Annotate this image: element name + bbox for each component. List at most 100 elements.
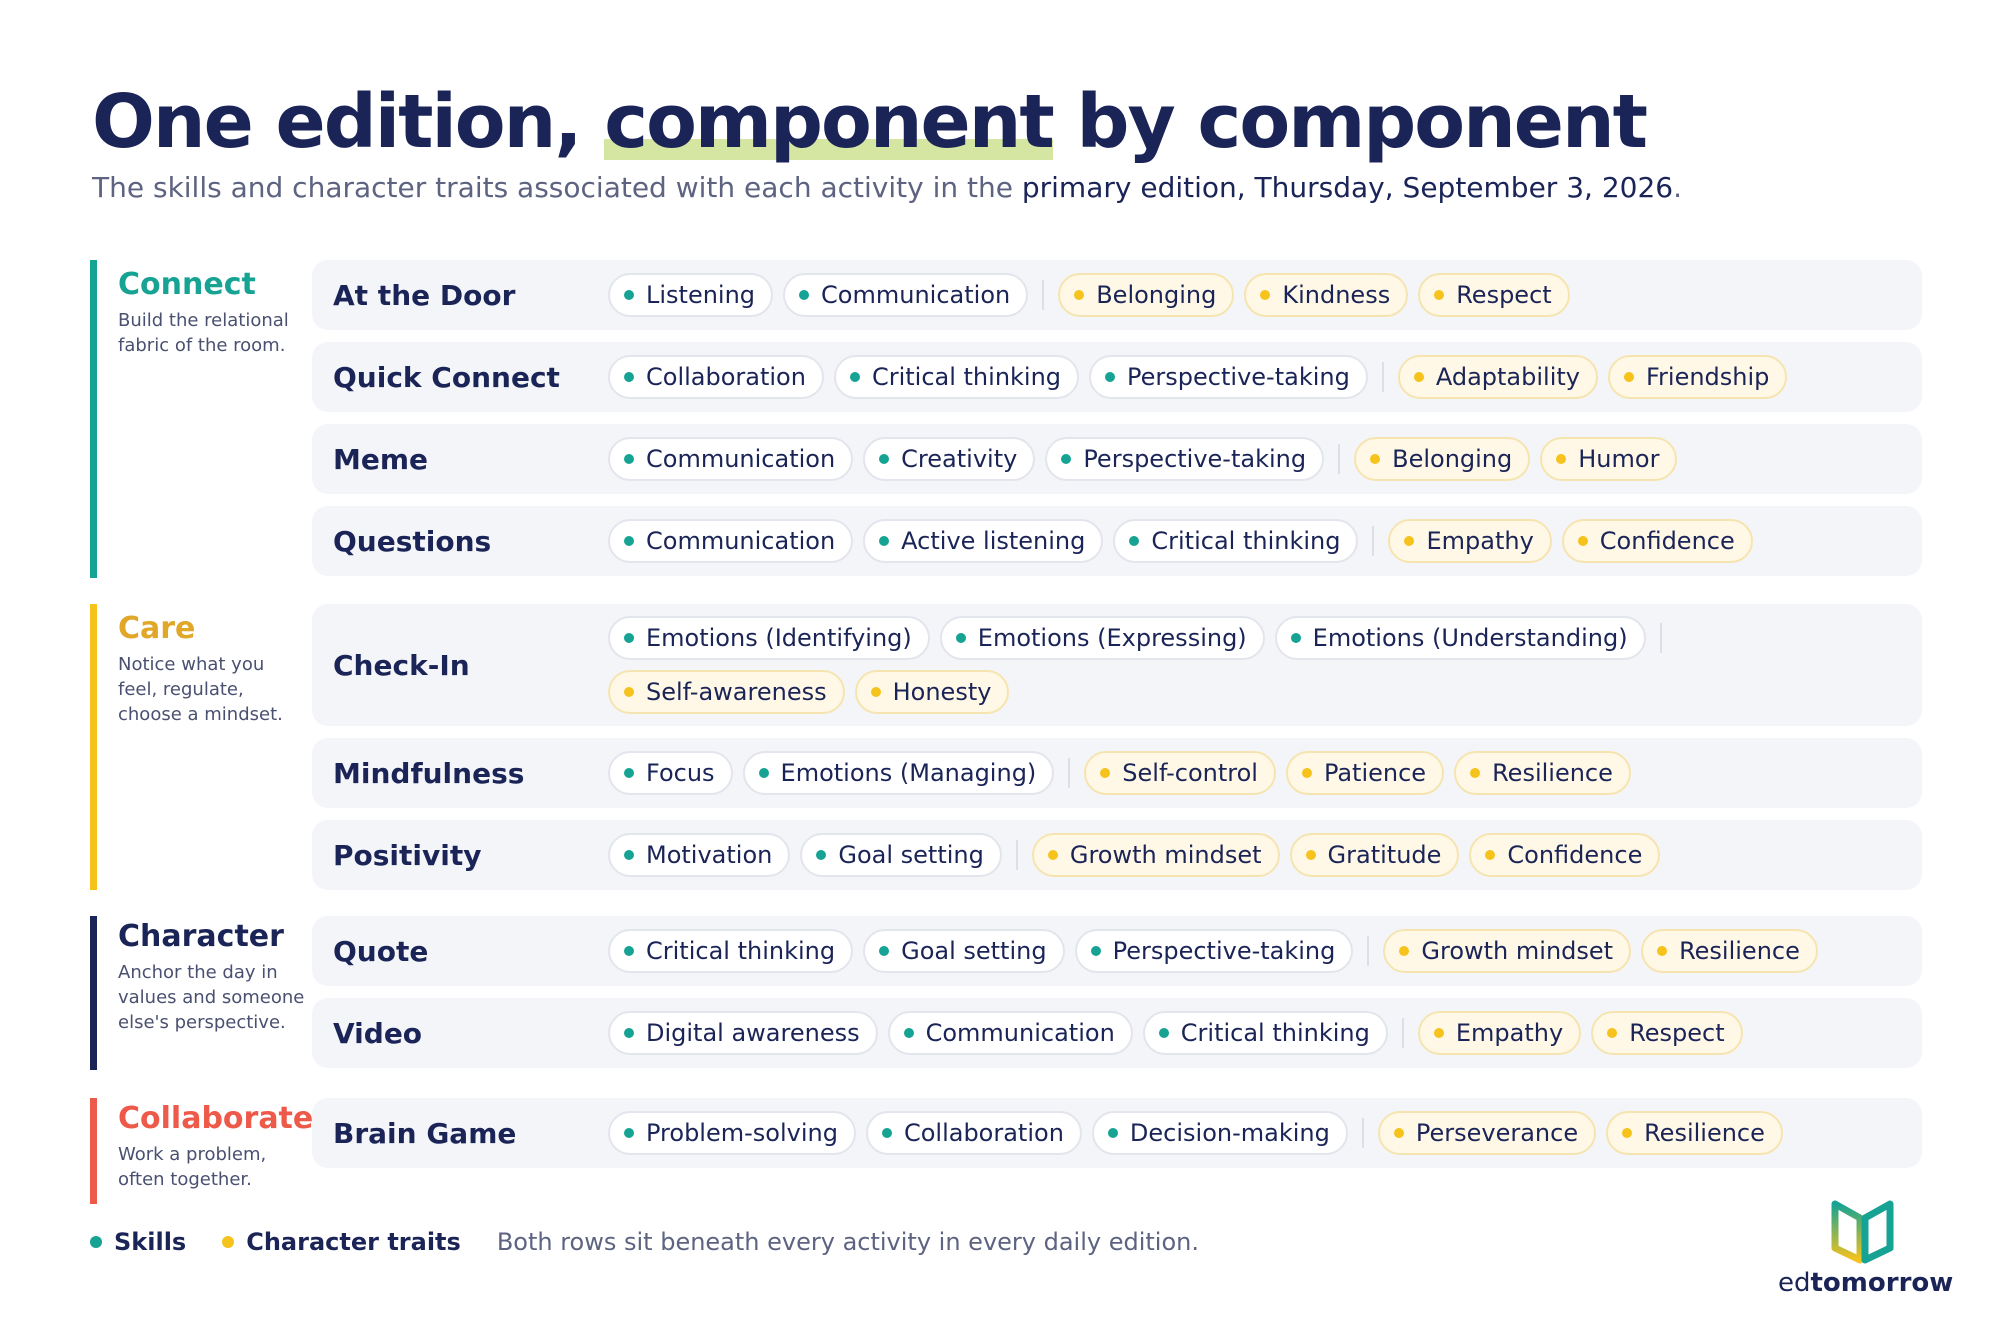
trait-dot-icon — [1100, 768, 1111, 778]
tag-label: Active listening — [901, 527, 1086, 555]
tag-label: Critical thinking — [871, 363, 1062, 391]
trait-dot-icon — [1404, 536, 1415, 546]
skill-dot-icon — [90, 1236, 102, 1248]
tag-label: Growth mindset — [1421, 937, 1614, 965]
trait-dot-icon — [1393, 1128, 1404, 1138]
trait-tag: Belonging — [1354, 437, 1531, 481]
tag-divider — [1659, 623, 1662, 653]
activity-name: Quick Connect — [333, 360, 560, 394]
tag-label: Growth mindset — [1069, 841, 1262, 869]
skill-dot-icon — [1107, 1128, 1118, 1138]
skill-tag: Collaboration — [608, 355, 824, 399]
skill-tag: Perspective-taking — [1074, 929, 1354, 973]
logo-text: edtomorrow — [1778, 1268, 1953, 1298]
tag-divider — [1338, 444, 1341, 474]
activity-row: Quote Critical thinking Goal setting Perspe… — [312, 916, 1922, 986]
skill-tag: Creativity — [863, 437, 1036, 481]
activity-row: At the Door Listening Communication Belongi… — [312, 260, 1922, 330]
skill-dot-icon — [1090, 946, 1101, 956]
tag-label: Collaboration — [903, 1119, 1064, 1147]
tag-label: Critical thinking — [1151, 527, 1341, 555]
group-label: Collaborate Work a problem, often togethe… — [118, 1100, 314, 1192]
skill-dot-icon — [849, 372, 860, 382]
tag-label: Problem-solving — [646, 1119, 838, 1147]
activity-name: Brain Game — [333, 1116, 517, 1150]
title-highlight: component — [604, 79, 1055, 165]
logo-text-bold: tomorrow — [1810, 1268, 1954, 1298]
trait-tag: Belonging — [1058, 273, 1235, 317]
trait-dot-icon — [1657, 946, 1668, 956]
skill-dot-icon — [624, 1128, 634, 1138]
tag-divider — [1401, 1018, 1404, 1048]
trait-dot-icon — [1370, 454, 1381, 464]
group-description: Anchor the day in values and someone els… — [118, 962, 305, 1033]
activity-row: Video Digital awareness Communication Criti… — [312, 998, 1922, 1068]
trait-tag: Self-control — [1084, 751, 1276, 795]
tag-label: Critical thinking — [1180, 1019, 1370, 1047]
group-bar — [90, 260, 97, 578]
tag-label: Confidence — [1599, 527, 1735, 555]
skill-dot-icon — [624, 290, 634, 300]
skill-dot-icon — [879, 454, 890, 464]
tag-list: Communication Creativity Perspective-takin… — [608, 437, 1910, 481]
skill-tag: Perspective-taking — [1089, 355, 1368, 399]
trait-dot-icon — [1074, 290, 1085, 300]
tag-label: Decision-making — [1129, 1119, 1330, 1147]
tag-label: Collaboration — [646, 363, 806, 391]
subtitle-pre: The skills and character traits associat… — [92, 171, 1022, 204]
logo-text-pre: ed — [1778, 1268, 1811, 1298]
tag-label: Perseverance — [1415, 1119, 1579, 1147]
tag-divider — [1042, 280, 1045, 310]
skill-dot-icon — [624, 1028, 634, 1038]
activity-name: Quote — [333, 934, 429, 968]
group-bar — [90, 604, 97, 890]
skill-tag: Digital awareness — [608, 1011, 878, 1055]
tag-label: Resilience — [1644, 1119, 1765, 1147]
subtitle-emphasis: primary edition, Thursday, September 3, … — [1021, 171, 1674, 204]
group-bar — [90, 1098, 97, 1204]
trait-dot-icon — [1607, 1028, 1618, 1038]
skill-dot-icon — [624, 454, 634, 464]
activity-name: Video — [333, 1016, 423, 1050]
skill-dot-icon — [624, 372, 634, 382]
skill-tag: Emotions (Identifying) — [608, 616, 930, 660]
skill-tag: Active listening — [863, 519, 1104, 563]
tag-label: Goal setting — [838, 841, 984, 869]
subtitle-post: . — [1673, 171, 1682, 204]
skill-tag: Listening — [608, 273, 774, 317]
activity-row: Check-In Emotions (Identifying) Emotions (… — [312, 604, 1922, 726]
group-label: Character Anchor the day in values and so… — [118, 918, 308, 1035]
tag-label: Resilience — [1492, 759, 1613, 787]
group-name: Collaborate — [118, 1101, 314, 1136]
trait-dot-icon — [1305, 850, 1316, 860]
group-name: Connect — [118, 267, 256, 302]
trait-dot-icon — [1485, 850, 1496, 860]
tag-label: Critical thinking — [646, 937, 836, 965]
tag-label: Perspective-taking — [1127, 363, 1350, 391]
trait-tag: Adaptability — [1397, 355, 1598, 399]
group-label: Connect Build the relational fabric of th… — [118, 266, 308, 358]
skill-dot-icon — [879, 946, 890, 956]
tag-label: Humor — [1578, 445, 1660, 473]
trait-dot-icon — [1622, 1128, 1633, 1138]
skill-dot-icon — [903, 1028, 914, 1038]
skill-dot-icon — [799, 290, 810, 300]
title-pre: One edition, — [92, 79, 605, 165]
trait-tag: Growth mindset — [1383, 929, 1632, 973]
activity-row: Quick Connect Collaboration Critical think… — [312, 342, 1922, 412]
trait-dot-icon — [1433, 1028, 1444, 1038]
trait-tag: Perseverance — [1377, 1111, 1597, 1155]
tag-label: Communication — [821, 281, 1011, 309]
tag-label: Adaptability — [1435, 363, 1580, 391]
trait-dot-icon — [870, 687, 881, 697]
skill-tag: Goal setting — [863, 929, 1065, 973]
trait-dot-icon — [1434, 290, 1445, 300]
trait-tag: Honesty — [854, 670, 1010, 714]
tag-list: Digital awareness Communication Critical t… — [608, 1011, 1910, 1055]
tag-list: Listening Communication Belonging Kindness R… — [608, 273, 1910, 317]
trait-tag: Confidence — [1469, 833, 1661, 877]
skill-dot-icon — [758, 768, 769, 778]
tag-label: Respect — [1629, 1019, 1725, 1047]
trait-tag: Friendship — [1607, 355, 1788, 399]
tag-list: Problem-solving Collaboration Decision-mak… — [608, 1111, 1910, 1155]
